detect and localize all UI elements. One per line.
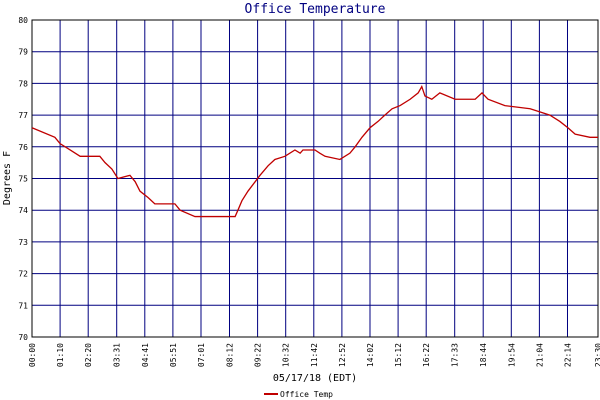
x-tick-label: 00:00 — [28, 343, 37, 367]
y-tick-label: 70 — [18, 333, 28, 342]
x-tick-label: 22:14 — [563, 343, 572, 367]
y-axis-label: Degrees F — [2, 151, 13, 205]
x-tick-label: 01:10 — [56, 343, 65, 367]
x-tick-label: 02:20 — [84, 343, 93, 367]
plot-border — [31, 19, 599, 338]
x-tick-label: 19:54 — [507, 343, 516, 367]
x-tick-label: 15:12 — [394, 343, 403, 367]
legend-label: Office Temp — [280, 390, 333, 399]
y-tick-label: 78 — [18, 79, 28, 88]
x-tick-label: 12:52 — [338, 343, 347, 367]
data-line — [31, 84, 598, 218]
x-tick-label: 08:12 — [225, 343, 234, 367]
y-tick-label: 80 — [18, 16, 28, 25]
chart-title: Office Temperature — [245, 2, 386, 17]
y-tick-label: 77 — [18, 111, 28, 120]
y-tick-label: 74 — [18, 206, 28, 215]
x-tick-label: 07:01 — [197, 343, 206, 367]
x-tick-label: 17:33 — [451, 343, 460, 367]
y-tick-label: 71 — [18, 301, 28, 310]
x-tick-label: 10:32 — [282, 343, 291, 367]
x-tick-label: 03:31 — [113, 343, 122, 367]
x-tick-label: 05:51 — [169, 343, 178, 367]
x-tick-label: 16:22 — [422, 343, 431, 367]
y-tick-label: 76 — [18, 143, 28, 152]
y-tick-label: 72 — [18, 270, 28, 279]
x-tick-label: 11:42 — [310, 343, 319, 367]
y-tick-label: 75 — [18, 175, 28, 184]
x-tick-label: 18:44 — [479, 343, 488, 367]
y-tick-label: 79 — [18, 48, 28, 57]
x-tick-label: 23:30 — [594, 343, 600, 367]
x-tick-label: 21:04 — [535, 343, 544, 367]
x-tick-label: 14:02 — [366, 343, 375, 367]
x-tick-label: 09:22 — [254, 343, 263, 367]
y-tick-label: 73 — [18, 238, 28, 247]
x-axis-label: 05/17/18 (EDT) — [273, 373, 357, 384]
x-tick-label: 04:41 — [141, 343, 150, 367]
